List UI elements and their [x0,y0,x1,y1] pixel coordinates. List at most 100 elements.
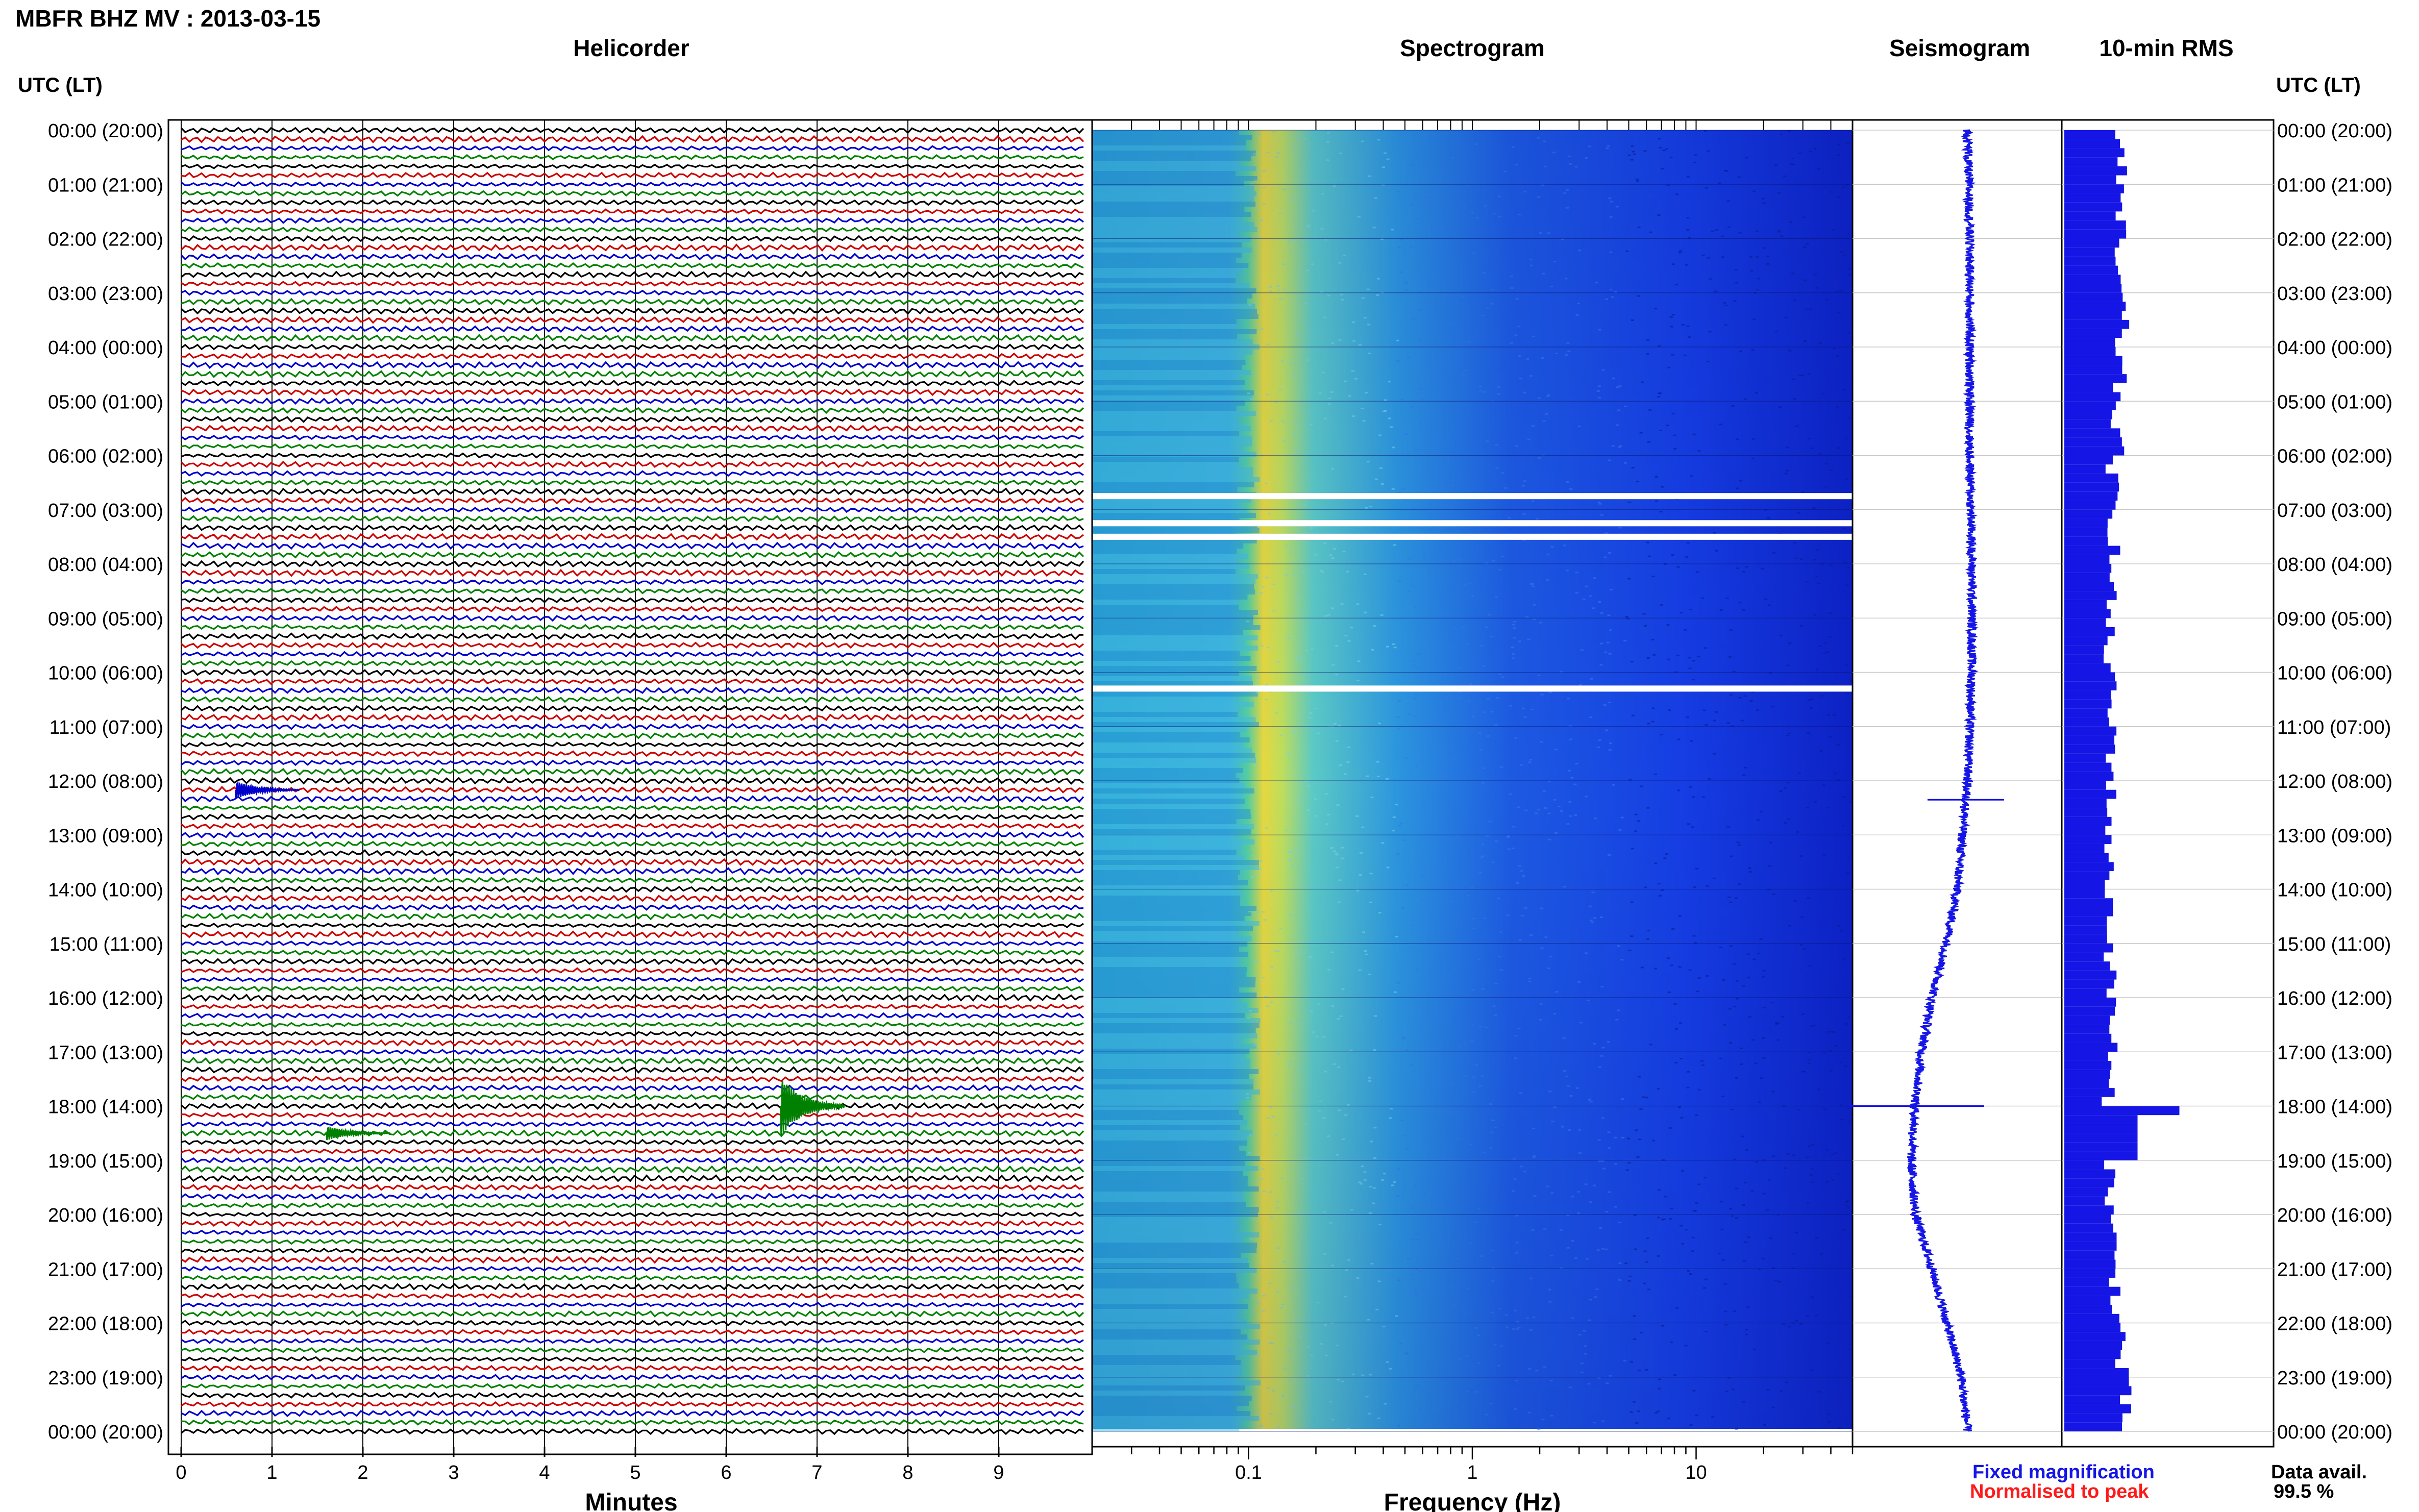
rms-bar [2064,365,2122,375]
rms-bar [2064,292,2123,302]
helicorder-trace [181,1056,1084,1065]
time-label-left: 10:00 (06:00) [48,663,163,684]
helicorder-trace [181,226,1084,233]
helicorder-trace [180,1165,1084,1174]
right-axis-header: UTC (LT) [2276,74,2361,96]
minute-tick-label: 3 [448,1462,459,1483]
time-label-right: 08:00 (04:00) [2277,554,2392,576]
helicorder-trace [181,343,1084,351]
time-label-right: 10:00 (06:00) [2277,663,2392,684]
helicorder-trace [181,506,1084,513]
helicorder-trace [181,190,1084,197]
rms-bar [2064,699,2112,709]
rms-bar [2064,844,2105,853]
rms-bar [2064,229,2127,239]
rms-bar [2064,925,2107,935]
helicorder-trace [180,795,1084,803]
minute-tick-label: 4 [539,1462,550,1483]
rms-bar [2064,808,2108,817]
helicorder-trace [181,686,1084,695]
time-label-right: 15:00 (11:00) [2277,934,2391,955]
helicorder-trace [180,334,1084,342]
rms-bar [2064,1305,2112,1314]
rms-bar [2064,1377,2129,1386]
helicorder-trace [181,957,1084,965]
rms-bar [2064,970,2117,980]
helicorder-trace [181,568,1084,577]
helicorder-trace [181,1337,1084,1344]
time-label-right: 07:00 (03:00) [2277,500,2392,522]
helicorder-trace [181,406,1084,414]
freq-tick-label: 0.1 [1235,1462,1262,1483]
helicorder-trace [180,705,1084,712]
seismogram-trace [1907,129,1979,1432]
helicorder-event [326,1126,391,1141]
helicorder-trace [181,443,1084,450]
helicorder-trace [181,1265,1084,1272]
minute-tick-label: 5 [630,1462,640,1483]
helicorder-trace [181,515,1084,523]
rms-bar [2064,681,2117,690]
time-label-right: 18:00 (14:00) [2277,1097,2392,1118]
spectrogram-shade [1092,130,1853,1429]
rms-bar [2064,329,2122,338]
time-label-right: 00:00 (20:00) [2277,1422,2392,1443]
rms-bar [2064,1223,2113,1233]
rms-bar [2064,1106,2180,1116]
helicorder-trace [181,316,1084,324]
helicorder-trace [180,1038,1084,1047]
helicorder-trace [181,289,1084,296]
spectrogram-title: Spectrogram [1400,35,1545,61]
helicorder-trace [181,624,1084,631]
rms-bar [2064,753,2106,763]
helicorder-trace [181,723,1084,730]
helicorder-trace [181,1030,1084,1037]
helicorder-trace [181,1310,1084,1318]
rms-bar [2064,536,2108,546]
spectrogram-gap [1092,493,1853,500]
helicorder-trace [181,949,1084,956]
helicorder-title: Helicorder [573,35,689,61]
time-label-left: 07:00 (03:00) [48,500,163,522]
helicorder-trace [180,885,1084,894]
helicorder-trace [180,253,1084,261]
rms-bar [2064,1242,2117,1251]
helicorder-trace [181,1003,1084,1010]
minute-tick-label: 6 [721,1462,731,1483]
rms-bar [2064,1232,2117,1242]
time-label-left: 00:00 (20:00) [48,120,163,142]
helicorder-trace [180,370,1084,379]
time-label-right: 04:00 (00:00) [2277,337,2392,359]
helicorder-trace [181,135,1084,143]
rms-bar [2064,1205,2114,1214]
rms-bar [2064,220,2126,230]
rms-bar [2064,1259,2116,1269]
helicorder-trace [181,1247,1084,1254]
helicorder-trace [180,460,1084,468]
time-label-left: 18:00 (14:00) [48,1097,163,1118]
helicorder-trace [180,126,1084,134]
rms-bar [2064,482,2119,492]
helicorder-trace [181,1220,1084,1227]
helicorder-trace [181,922,1084,929]
helicorder-trace [180,849,1084,857]
time-label-left: 09:00 (05:00) [48,608,163,630]
helicorder-trace [181,145,1084,152]
time-labels: 00:00 (20:00) 00:00 (20:00) 01:00 (21:00) 0… [48,120,2392,1443]
helicorder-trace [181,993,1084,1002]
helicorder-trace [181,379,1084,387]
helicorder-trace [180,641,1084,649]
rms-bar [2064,509,2113,519]
rms-bar [2064,835,2112,844]
helicorder-trace [180,1129,1084,1137]
spectrogram-speckle [1735,1428,1738,1430]
time-label-left: 04:00 (00:00) [48,337,163,359]
time-label-right: 13:00 (09:00) [2277,825,2392,847]
helicorder-trace [181,930,1084,939]
time-label-left: 21:00 (17:00) [48,1259,163,1280]
helicorder-trace [181,479,1084,486]
time-label-right: 19:00 (15:00) [2277,1151,2392,1172]
helicorder-trace [181,352,1084,360]
helicorder-trace [180,1283,1084,1291]
